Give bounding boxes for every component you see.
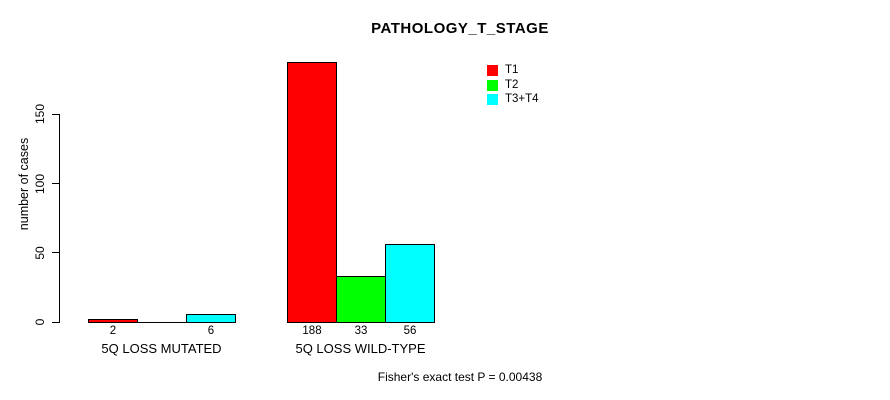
bar-t3-t4-5q-loss-mutated [186, 314, 236, 323]
legend-swatch-t3-t4 [487, 94, 498, 105]
bar-value-label-t3-t4-5q-loss-wild-type: 56 [403, 325, 417, 337]
y-axis-tick-0 [52, 321, 60, 323]
bar-value-label-t1-5q-loss-mutated: 2 [109, 325, 117, 337]
y-axis-title: number of cases [17, 137, 31, 231]
y-axis-tick-100 [52, 183, 60, 184]
bar-t2-5q-loss-wild-type [336, 276, 386, 323]
legend-item-label: T2 [505, 78, 519, 91]
legend-item-t1: T1 [487, 64, 539, 76]
bar-value-label-t2-5q-loss-wild-type: 33 [354, 325, 368, 337]
y-axis-tick-150 [52, 113, 60, 115]
bar-t1-5q-loss-mutated [88, 319, 138, 323]
legend-swatch-t2 [487, 79, 498, 91]
bar-t1-5q-loss-wild-type [287, 62, 337, 323]
bar-value-label-t1-5q-loss-wild-type: 188 [302, 325, 322, 337]
legend-item-t3-t4: T3+T4 [487, 93, 539, 105]
y-axis-tick-label-150: 150 [33, 104, 47, 125]
y-axis-tick-50 [52, 252, 60, 254]
legend: T1 T2 T3+T4 [487, 64, 539, 109]
y-axis-tick-label-0: 0 [33, 318, 47, 326]
legend-item-label: T3+T4 [505, 93, 539, 105]
x-category-label-mutated: 5Q LOSS MUTATED [101, 341, 222, 356]
y-axis-tick-label-100: 100 [33, 173, 47, 194]
x-category-label-wild-type: 5Q LOSS WILD-TYPE [295, 341, 426, 356]
bar-t3-t4-5q-loss-wild-type [385, 244, 435, 323]
legend-item-t2: T2 [487, 78, 539, 91]
bar-value-label-t3-t4-5q-loss-mutated: 6 [207, 325, 215, 337]
y-axis-tick-label-50: 50 [33, 246, 47, 260]
y-axis-line [59, 114, 60, 323]
pvalue-annotation: Fisher's exact test P = 0.00438 [377, 370, 543, 384]
x-baseline-5q-loss-mutated [88, 322, 236, 323]
legend-item-label: T1 [505, 64, 519, 76]
legend-swatch-t1 [487, 65, 498, 76]
chart-title: PATHOLOGY_T_STAGE [371, 20, 549, 37]
